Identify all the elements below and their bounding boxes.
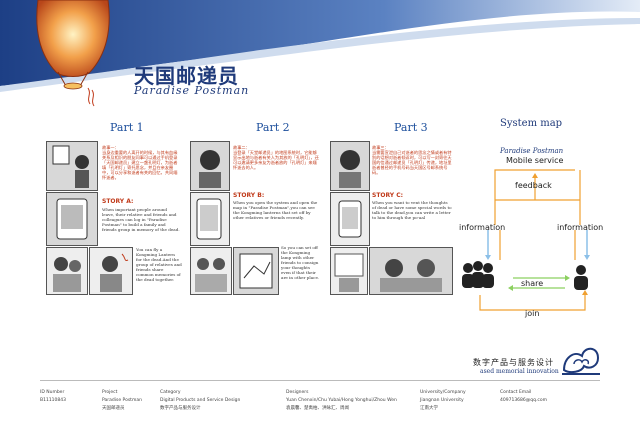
comic-panel-3d: [369, 247, 453, 295]
story-a-title: STORY A:: [102, 198, 134, 205]
part-1-title: Part 1: [110, 121, 144, 134]
footer-id-label: ID Number: [40, 390, 65, 395]
footer-designers-value-cn: 袁晨馨、楚禹柏、洪咏汇、周闻: [286, 406, 349, 411]
footer-university-value: Jiangnan University: [420, 398, 464, 403]
comic-panel-1a: [46, 141, 98, 191]
single-user-icon: [574, 265, 588, 290]
story-a-body: When important people around leave, thei…: [102, 207, 180, 232]
story-c-body: When you want to vent the thoughts of de…: [372, 200, 452, 220]
part-2-title: Part 2: [256, 121, 290, 134]
story-c-title: STORY C:: [372, 192, 404, 199]
system-map-logo-text: Paradise Postman: [500, 147, 564, 155]
footer-id-value: B11110843: [40, 398, 66, 403]
brand-cloud-ornament-icon: [562, 347, 600, 375]
header-wave-decoration: [0, 0, 640, 92]
footer-category-value: Digital Products and Service Design: [160, 398, 241, 403]
footer-category-value-cn: 数字产品与服务设计: [160, 406, 201, 411]
footer-divider: [40, 380, 600, 381]
footer-project-label: Project: [102, 390, 118, 395]
feedback-label: feedback: [515, 181, 552, 190]
story-b-body: When you open the system and open the ma…: [233, 200, 318, 220]
story-3-caption-cn: 故事三： 当需要宣泄自己对逝者的思念之情或者有特别的话想对逝者倾诉时，可以写一封…: [372, 145, 452, 175]
comic-panel-1b: [46, 192, 98, 246]
system-map-title: System map: [500, 118, 563, 129]
footer-project-value: Paradise Postman: [102, 398, 142, 403]
story-1-caption-cn: 故事一： 当身边重要的人离开的时候，与其有血缘关系及相识的朋友同事可以通过手机登…: [102, 145, 178, 180]
comic-panel-2d: [233, 247, 279, 295]
information-left-label: information: [459, 223, 506, 232]
comic-panel-3c: [330, 247, 368, 295]
mobile-service-label: Mobile service: [506, 156, 564, 165]
comic-panel-2b: [190, 192, 230, 246]
group-users-icon: [462, 261, 494, 288]
comic-panel-1d: [89, 247, 133, 295]
footer-university-label: University/Company: [420, 390, 466, 395]
story-b-title: STORY B:: [233, 192, 265, 199]
comic-panel-1c: [46, 247, 88, 295]
comic-panel-3b: [330, 192, 370, 246]
footer-email-value: 409713686@qq.com: [500, 398, 548, 403]
app-title-cn: 天国邮递员: [134, 64, 239, 88]
story-b-bottom-text: So you can set off the Kongming lamp wit…: [281, 245, 320, 280]
footer-designers-label: Designers: [286, 390, 309, 395]
comic-panel-2a: [190, 141, 230, 191]
brand-name-en: ased memorial innovation: [480, 368, 559, 375]
story-a-bottom-text: You can fly a Kongming Lantern for the d…: [136, 247, 182, 282]
part-3-title: Part 3: [394, 121, 428, 134]
comic-panel-3a: [330, 141, 370, 191]
comic-panel-2c: [190, 247, 232, 295]
system-map-diagram: [479, 169, 590, 311]
footer-university-value-cn: 江南大学: [420, 406, 438, 411]
app-title-en: Paradise Postman: [134, 84, 250, 97]
footer-project-value-cn: 天国邮递员: [102, 406, 125, 411]
footer-category-label: Category: [160, 390, 181, 395]
share-label: share: [521, 279, 544, 288]
footer-designers-value: Yuan Chenxin/Chu Yubai/Hong Yonghui/Zhou…: [286, 398, 397, 403]
join-label: join: [525, 309, 540, 318]
information-right-label: information: [557, 223, 604, 232]
brand-name-cn: 数字产品与服务设计: [473, 358, 554, 367]
lantern-logo-icon: [36, 0, 110, 107]
story-2-caption-cn: 故事二： 当登录「天堂邮递员」的地图系统时，它能够显示出地与逝者有关人为其放的「…: [233, 145, 319, 170]
footer-email-label: Contact Email: [500, 390, 532, 395]
